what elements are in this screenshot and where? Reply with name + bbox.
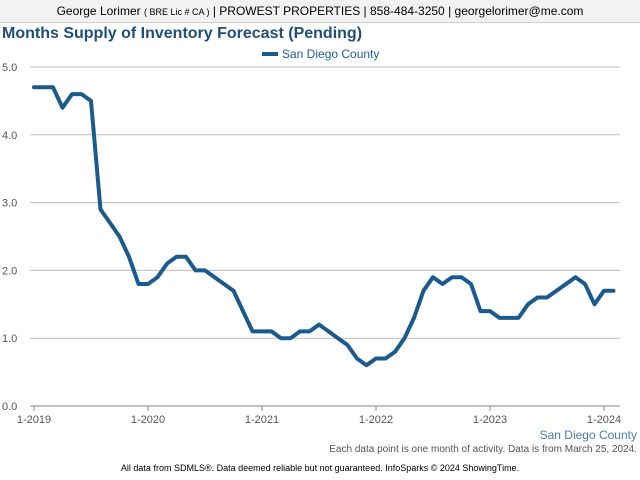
gridlines — [30, 66, 620, 407]
y-tick-label: 0.0 — [2, 401, 17, 413]
agent-license: ( BRE Lic # CA ) — [143, 7, 210, 17]
y-tick-label: 4.0 — [2, 130, 17, 142]
chart-title: Months Supply of Inventory Forecast (Pen… — [2, 25, 363, 42]
series-line — [32, 85, 616, 368]
legend-swatch — [262, 52, 278, 56]
legend-label: San Diego County — [282, 47, 380, 61]
agent-contact: | PROWEST PROPERTIES | 858-484-3250 | ge… — [212, 4, 584, 18]
x-tick-label: 1-2019 — [17, 414, 51, 426]
x-tick-label: 1-2023 — [473, 414, 507, 426]
data-note: Each data point is one month of activity… — [329, 444, 637, 455]
series-layer — [32, 85, 616, 368]
y-tick-label: 3.0 — [2, 198, 17, 210]
chart-legend[interactable]: San Diego County — [262, 47, 379, 61]
y-tick-label: 1.0 — [2, 333, 17, 345]
x-tick-label: 1-2020 — [131, 414, 165, 426]
x-tick-label: 1-2021 — [245, 414, 279, 426]
y-tick-label: 2.0 — [2, 265, 17, 277]
footer-disclaimer: All data from SDMLS®. Data deemed reliab… — [120, 463, 520, 473]
agent-name: George Lorimer — [56, 4, 141, 18]
x-axis-ticks: 1-2019 1-2020 1-2021 1-2022 1-2023 1-2024 — [17, 406, 621, 426]
x-tick-label: 1-2022 — [359, 414, 393, 426]
x-tick-label: 1-2024 — [587, 414, 621, 426]
y-tick-label: 5.0 — [2, 62, 17, 74]
agent-header-bar: George Lorimer ( BRE Lic # CA ) | PROWES… — [0, 0, 640, 23]
series-caption: San Diego County — [539, 428, 637, 442]
y-axis-ticks: 0.0 1.0 2.0 3.0 4.0 5.0 — [2, 62, 17, 413]
